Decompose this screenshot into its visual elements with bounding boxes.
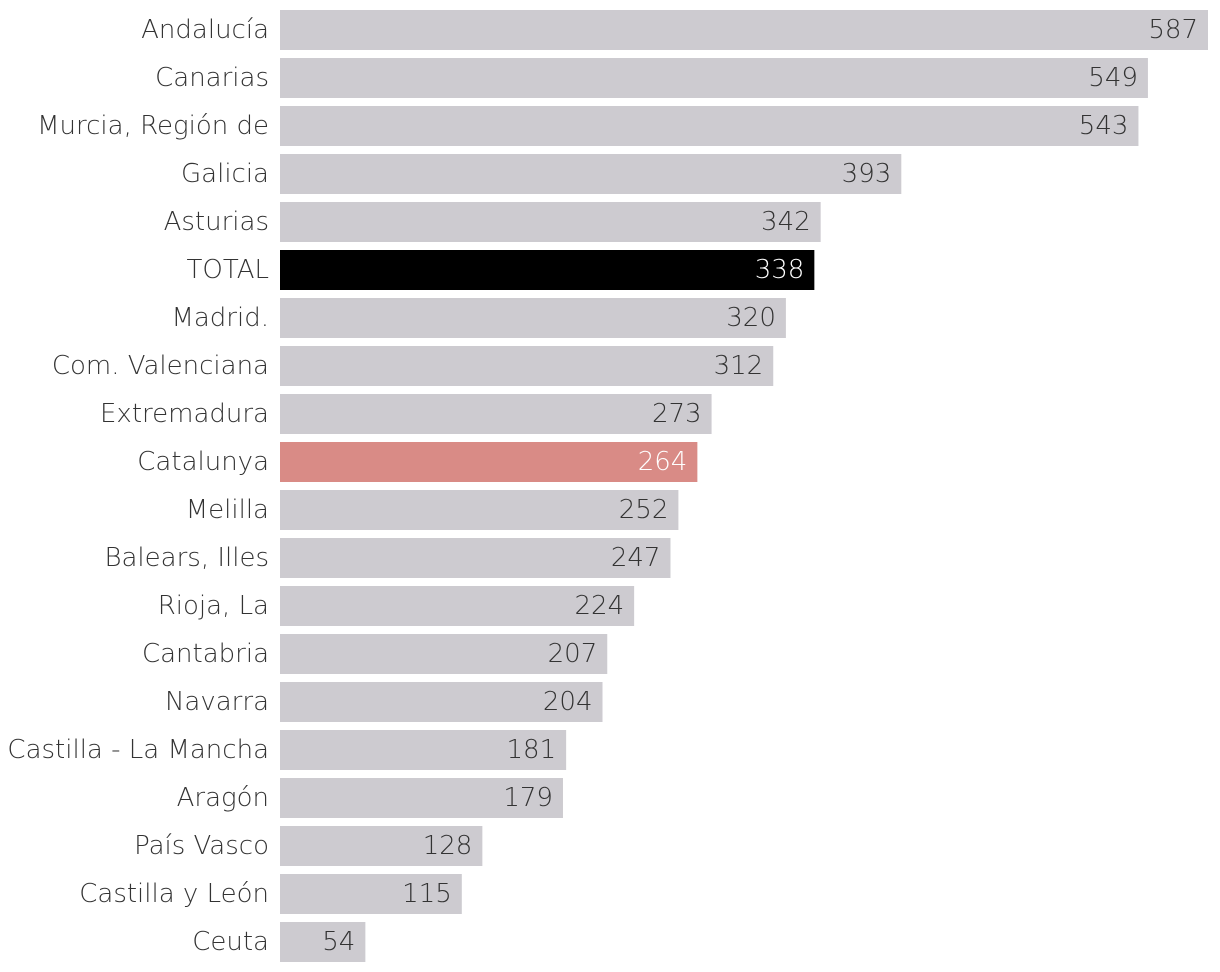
bar-row-madrid: Madrid. 320: [171, 298, 786, 338]
category-label-total: TOTAL: [187, 255, 269, 285]
bar-row-cantabria: Cantabria 207: [142, 634, 608, 674]
value-label-castilla-la-mancha: 181: [507, 735, 557, 765]
value-label-melilla: 252: [619, 495, 669, 525]
bar-murcia-region-de: [280, 106, 1139, 146]
bar-row-extremadura: Extremadura 273: [100, 394, 712, 434]
value-label-madrid: 320: [726, 303, 776, 333]
bar-pais-vasco: [280, 826, 483, 866]
bar-asturias: [280, 202, 821, 242]
bar-ceuta: [280, 922, 366, 962]
bar-balears-illes: [280, 538, 671, 578]
category-label-com-valenciana: Com. Valenciana: [52, 351, 269, 381]
category-label-pais-vasco: País Vasco: [134, 831, 269, 861]
bar-row-rioja-la: Rioja, La 224: [158, 586, 635, 626]
value-label-pais-vasco: 128: [423, 831, 473, 861]
category-label-galicia: Galicia: [181, 159, 269, 189]
bar-row-navarra: Navarra 204: [165, 682, 603, 722]
bar-row-com-valenciana: Com. Valenciana 312: [52, 346, 774, 386]
bar-com-valenciana: [280, 346, 774, 386]
bar-row-canarias: Canarias 549: [155, 58, 1148, 98]
bar-melilla: [280, 490, 679, 530]
category-label-aragon: Aragón: [177, 783, 269, 813]
category-label-cantabria: Cantabria: [142, 639, 269, 669]
bar-row-castilla-y-leon: Castilla y León 115: [79, 874, 462, 914]
value-label-aragon: 179: [503, 783, 553, 813]
bar-row-total: TOTAL 338: [187, 250, 815, 290]
bar-rioja-la: [280, 586, 635, 626]
value-label-andalucia: 587: [1148, 15, 1198, 45]
category-label-murcia-region-de: Murcia, Región de: [37, 111, 269, 141]
value-label-cantabria: 207: [548, 639, 598, 669]
bar-row-castilla-la-mancha: Castilla - La Mancha 181: [7, 730, 567, 770]
bar-canarias: [280, 58, 1148, 98]
value-label-rioja-la: 224: [574, 591, 624, 621]
value-label-navarra: 204: [543, 687, 593, 717]
category-label-andalucia: Andalucía: [141, 15, 269, 45]
category-label-melilla: Melilla: [186, 495, 269, 525]
category-label-castilla-y-leon: Castilla y León: [79, 879, 269, 909]
value-label-murcia-region-de: 543: [1079, 111, 1129, 141]
bar-extremadura: [280, 394, 712, 434]
bar-catalunya: [280, 442, 698, 482]
bar-cantabria: [280, 634, 608, 674]
category-label-rioja-la: Rioja, La: [158, 591, 269, 621]
bar-row-catalunya: Catalunya 264: [137, 442, 698, 482]
bar-row-pais-vasco: País Vasco 128: [134, 826, 483, 866]
bar-row-balears-illes: Balears, Illes 247: [104, 538, 671, 578]
value-label-galicia: 393: [842, 159, 892, 189]
category-label-extremadura: Extremadura: [100, 399, 269, 429]
value-label-asturias: 342: [761, 207, 811, 237]
category-label-balears-illes: Balears, Illes: [104, 543, 269, 573]
value-label-canarias: 549: [1088, 63, 1138, 93]
value-label-castilla-y-leon: 115: [402, 879, 452, 909]
bar-row-galicia: Galicia 393: [181, 154, 902, 194]
value-label-total: 338: [755, 255, 805, 285]
category-label-castilla-la-mancha: Castilla - La Mancha: [7, 735, 269, 765]
value-label-com-valenciana: 312: [714, 351, 764, 381]
value-label-extremadura: 273: [652, 399, 702, 429]
category-label-navarra: Navarra: [165, 687, 269, 717]
value-label-catalunya: 264: [638, 447, 688, 477]
bar-row-melilla: Melilla 252: [186, 490, 679, 530]
bar-aragon: [280, 778, 563, 818]
bar-andalucia: [280, 10, 1208, 50]
bar-castilla-y-leon: [280, 874, 462, 914]
bar-row-murcia-region-de: Murcia, Región de 543: [37, 106, 1139, 146]
bar-row-andalucia: Andalucía 587: [141, 10, 1208, 50]
category-label-ceuta: Ceuta: [192, 927, 269, 957]
category-label-asturias: Asturias: [164, 207, 269, 237]
category-label-catalunya: Catalunya: [137, 447, 269, 477]
category-label-madrid: Madrid.: [171, 303, 269, 333]
bar-galicia: [280, 154, 902, 194]
bar-total: [280, 250, 815, 290]
bar-castilla-la-mancha: [280, 730, 567, 770]
value-label-ceuta: 54: [322, 927, 355, 957]
bar-row-aragon: Aragón 179: [177, 778, 563, 818]
bar-row-asturias: Asturias 342: [164, 202, 821, 242]
category-label-canarias: Canarias: [155, 63, 269, 93]
bar-row-ceuta: Ceuta 54: [192, 922, 366, 962]
value-label-balears-illes: 247: [611, 543, 661, 573]
bar-madrid: [280, 298, 786, 338]
bar-navarra: [280, 682, 603, 722]
